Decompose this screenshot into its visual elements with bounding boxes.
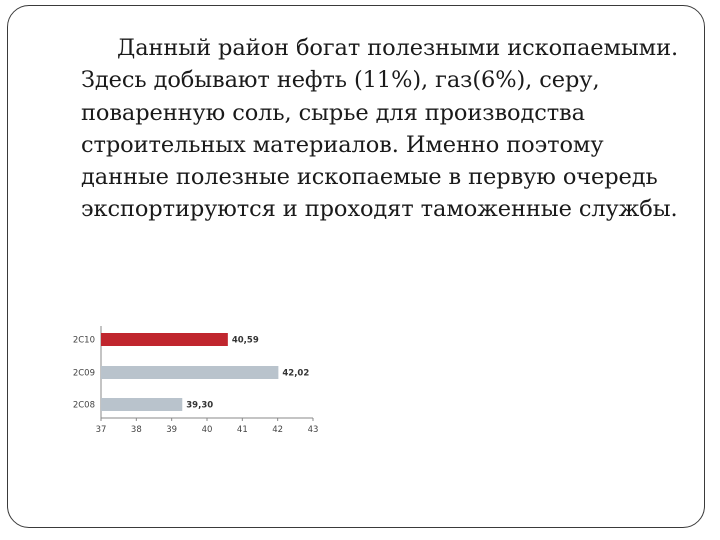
bar-2c10 <box>101 333 228 346</box>
x-tick-label: 39 <box>166 425 177 435</box>
data-label: 40,59 <box>232 336 259 346</box>
x-tick-label: 38 <box>131 425 142 435</box>
data-label: 42,02 <box>282 369 309 379</box>
category-label: 2C09 <box>73 369 95 379</box>
x-tick-label: 37 <box>96 425 107 435</box>
bar-chart-svg: 2C10 40,59 2C09 42,02 2C08 39,30 37 38 39 40 41 42 4… <box>73 326 319 435</box>
slide-paragraph: Данный район богат полезными ископаемыми… <box>81 35 679 223</box>
x-tick-label: 42 <box>272 425 283 435</box>
x-tick-label: 43 <box>308 425 319 435</box>
bar-2c09 <box>101 366 279 379</box>
slide-frame: Данный район богат полезными ископаемыми… <box>7 5 705 528</box>
bar-2c08 <box>101 398 183 411</box>
category-label: 2C10 <box>73 336 95 346</box>
data-label: 39,30 <box>186 401 213 411</box>
bar-chart: 2C10 40,59 2C09 42,02 2C08 39,30 37 38 39 40 41 42 4… <box>58 318 328 443</box>
category-label: 2C08 <box>73 401 95 411</box>
x-tick-label: 41 <box>237 425 248 435</box>
x-tick-label: 40 <box>202 425 213 435</box>
